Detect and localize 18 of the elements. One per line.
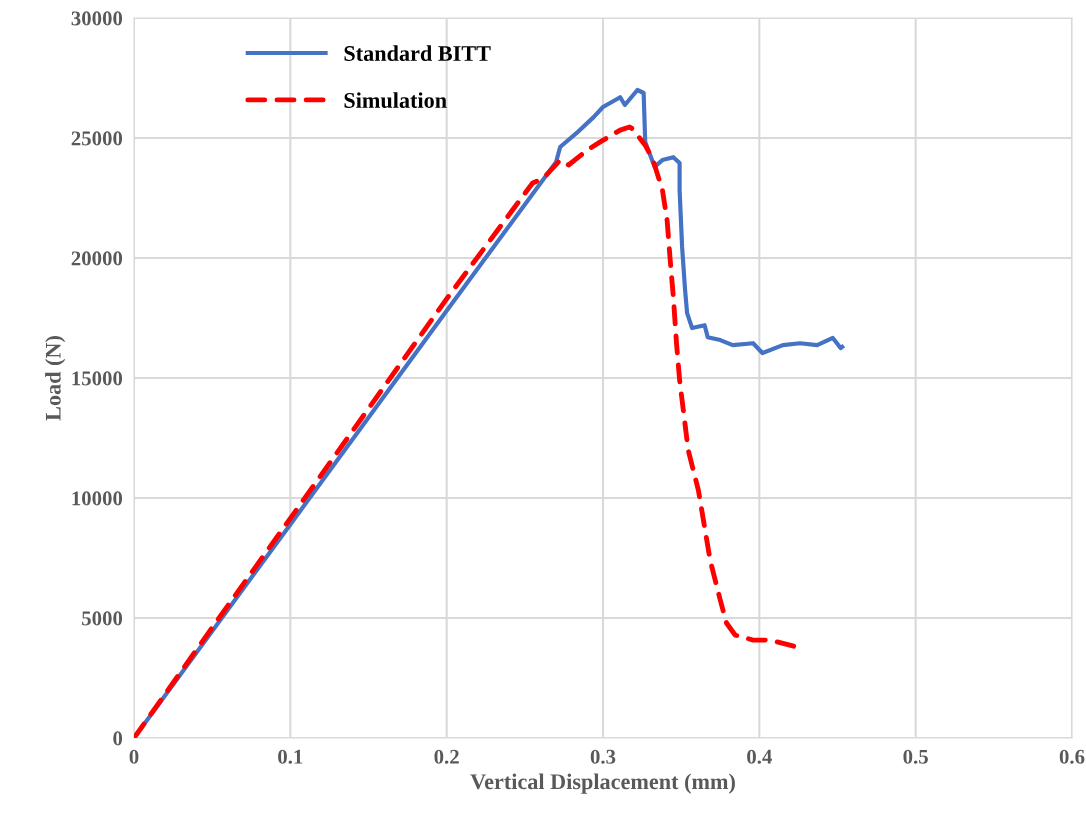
- y-tick-label: 5000: [82, 611, 123, 626]
- legend-label: Simulation: [344, 92, 447, 108]
- y-tick-label: 15000: [72, 371, 123, 386]
- y-tick-label: 20000: [71, 251, 123, 266]
- y-tick-label: 30000: [71, 11, 123, 26]
- legend-label: Standard BITT: [344, 45, 491, 61]
- x-tick-label: 0.2: [434, 749, 459, 764]
- y-tick-label: 25000: [71, 131, 123, 146]
- x-tick-label: 0.4: [747, 749, 772, 764]
- x-tick-label: 0.5: [903, 749, 928, 764]
- x-tick-label: 0: [129, 749, 139, 764]
- y-tick-label: 10000: [72, 491, 123, 506]
- y-tick-label: 0: [113, 731, 123, 746]
- y-axis-title: Load (N): [45, 336, 66, 421]
- x-tick-label: 0.6: [1059, 749, 1085, 764]
- x-axis-title: Vertical Displacement (mm): [470, 773, 735, 794]
- x-tick-label: 0.1: [278, 749, 303, 764]
- x-tick-label: 0.3: [590, 749, 616, 764]
